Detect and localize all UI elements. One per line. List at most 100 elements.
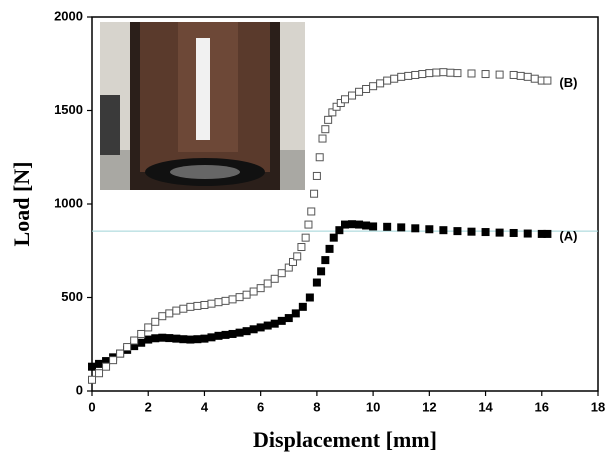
- data-point: [509, 228, 518, 237]
- data-point: [439, 68, 448, 77]
- data-point: [467, 69, 476, 78]
- data-point: [318, 134, 327, 143]
- data-point: [291, 309, 300, 318]
- data-point: [321, 256, 330, 265]
- data-point: [362, 84, 371, 93]
- x-tick-label: 14: [478, 399, 493, 414]
- data-point: [383, 222, 392, 231]
- data-point: [369, 82, 378, 91]
- series-label: (A): [559, 228, 577, 243]
- x-tick-label: 8: [313, 399, 320, 414]
- data-point: [228, 295, 237, 304]
- data-point: [172, 334, 181, 343]
- x-tick-label: 18: [591, 399, 605, 414]
- data-point: [329, 233, 338, 242]
- data-point: [293, 252, 302, 261]
- data-point: [325, 244, 334, 253]
- data-point: [348, 220, 357, 229]
- data-point: [341, 220, 349, 229]
- data-point: [137, 338, 146, 347]
- data-point: [411, 224, 420, 233]
- data-point: [256, 323, 265, 332]
- data-point: [123, 343, 132, 352]
- y-tick-label: 500: [61, 289, 83, 304]
- data-point: [453, 69, 462, 78]
- x-tick-label: 4: [201, 399, 209, 414]
- data-point: [186, 335, 195, 344]
- data-point: [297, 243, 306, 252]
- x-tick-label: 6: [257, 399, 264, 414]
- x-tick-label: 0: [88, 399, 95, 414]
- data-point: [509, 70, 518, 79]
- data-point: [446, 68, 455, 77]
- x-tick-label: 12: [422, 399, 436, 414]
- y-tick-label: 1000: [54, 195, 83, 210]
- data-point: [95, 369, 104, 378]
- data-point: [307, 207, 316, 216]
- data-point: [179, 335, 188, 344]
- data-point: [495, 228, 504, 237]
- x-tick-label: 2: [145, 399, 152, 414]
- data-point: [543, 76, 552, 85]
- x-tick-label: 10: [366, 399, 380, 414]
- data-point: [341, 95, 349, 104]
- data-point: [355, 87, 364, 96]
- data-point: [193, 335, 202, 344]
- data-point: [312, 278, 321, 287]
- data-point: [256, 284, 265, 293]
- data-point: [228, 329, 237, 338]
- data-point: [321, 125, 330, 134]
- data-point: [144, 323, 153, 332]
- data-point: [432, 68, 441, 77]
- data-point: [277, 269, 286, 278]
- data-point: [263, 321, 272, 330]
- y-tick-label: 2000: [54, 8, 83, 23]
- data-point: [467, 227, 476, 236]
- data-point: [165, 334, 174, 343]
- series-label: (B): [559, 75, 577, 90]
- data-point: [439, 226, 448, 235]
- data-point: [158, 312, 167, 321]
- data-point: [390, 74, 399, 83]
- data-point: [151, 317, 160, 326]
- data-point: [481, 70, 490, 79]
- data-point: [453, 227, 462, 236]
- data-point: [270, 319, 279, 328]
- y-tick-label: 0: [76, 382, 83, 397]
- data-point: [270, 274, 279, 283]
- data-point: [186, 302, 195, 311]
- data-point: [207, 333, 216, 342]
- data-point: [284, 263, 293, 272]
- data-point: [418, 70, 427, 79]
- data-point: [355, 220, 364, 229]
- data-point: [335, 226, 344, 235]
- data-point: [102, 362, 111, 371]
- data-point: [328, 108, 337, 117]
- data-point: [88, 362, 96, 371]
- data-point: [362, 221, 371, 230]
- data-point: [495, 70, 504, 79]
- data-point: [214, 298, 223, 307]
- data-point: [221, 330, 230, 339]
- data-point: [158, 333, 167, 342]
- data-point: [305, 293, 314, 302]
- data-point: [109, 356, 118, 365]
- data-point: [200, 334, 209, 343]
- data-point: [298, 302, 307, 311]
- data-point: [397, 223, 406, 232]
- data-point: [242, 290, 251, 299]
- data-point: [404, 71, 413, 80]
- data-point: [376, 79, 385, 88]
- data-point: [214, 331, 223, 340]
- data-point: [523, 72, 532, 81]
- data-point: [249, 287, 258, 296]
- inset-photo: [100, 22, 305, 190]
- data-point: [207, 299, 216, 308]
- data-point: [130, 336, 139, 345]
- data-point: [172, 306, 181, 315]
- data-point: [288, 257, 297, 266]
- data-point: [383, 76, 392, 85]
- data-point: [179, 304, 188, 313]
- data-point: [397, 72, 406, 81]
